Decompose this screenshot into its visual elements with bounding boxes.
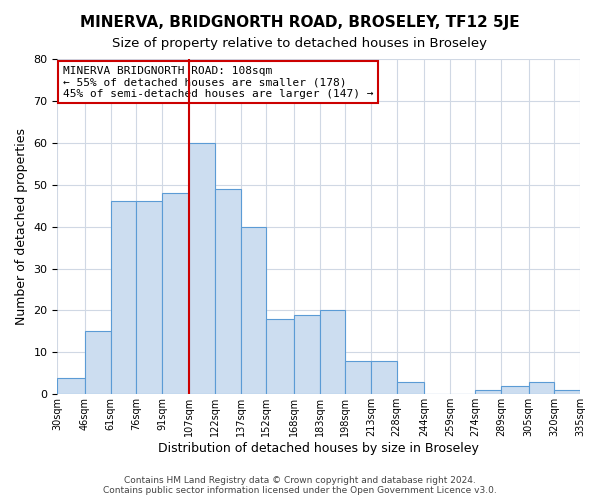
Bar — [397, 382, 424, 394]
Bar — [215, 189, 241, 394]
Bar — [136, 202, 162, 394]
Y-axis label: Number of detached properties: Number of detached properties — [15, 128, 28, 325]
Bar — [241, 226, 266, 394]
Bar — [110, 202, 136, 394]
Text: Contains HM Land Registry data © Crown copyright and database right 2024.
Contai: Contains HM Land Registry data © Crown c… — [103, 476, 497, 495]
Bar — [475, 390, 501, 394]
Bar — [345, 361, 371, 394]
Text: MINERVA BRIDGNORTH ROAD: 108sqm
← 55% of detached houses are smaller (178)
45% o: MINERVA BRIDGNORTH ROAD: 108sqm ← 55% of… — [62, 66, 373, 99]
X-axis label: Distribution of detached houses by size in Broseley: Distribution of detached houses by size … — [158, 442, 479, 455]
Bar — [529, 382, 554, 394]
Bar — [162, 193, 190, 394]
Bar — [501, 386, 529, 394]
Bar — [85, 332, 110, 394]
Bar — [554, 390, 580, 394]
Bar — [294, 314, 320, 394]
Bar — [190, 143, 215, 395]
Bar — [320, 310, 345, 394]
Bar — [266, 319, 294, 394]
Bar — [371, 361, 397, 394]
Text: MINERVA, BRIDGNORTH ROAD, BROSELEY, TF12 5JE: MINERVA, BRIDGNORTH ROAD, BROSELEY, TF12… — [80, 15, 520, 30]
Text: Size of property relative to detached houses in Broseley: Size of property relative to detached ho… — [113, 38, 487, 51]
Bar — [58, 378, 85, 394]
